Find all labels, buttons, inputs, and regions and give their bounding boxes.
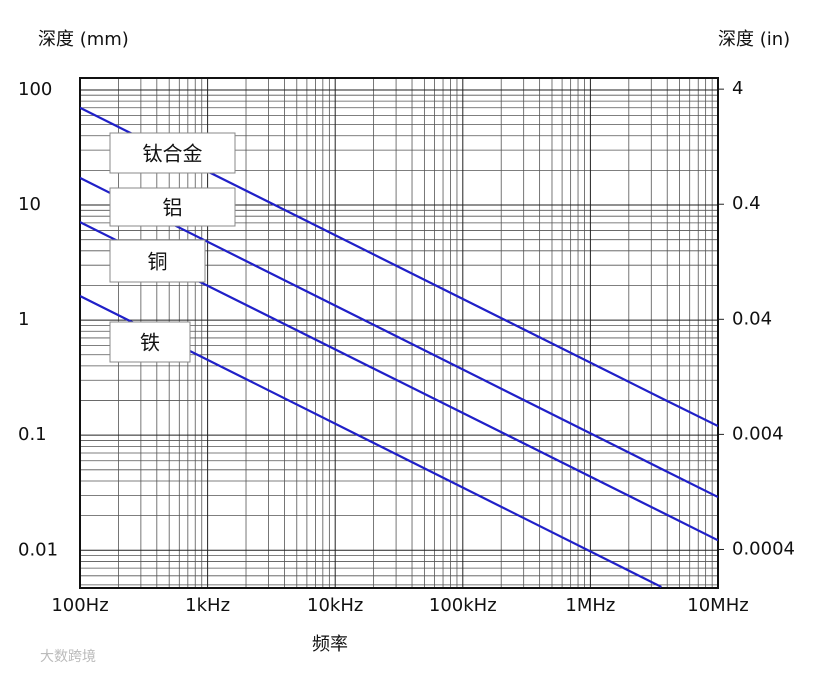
x-tick-label: 1MHz	[565, 595, 615, 616]
series-line	[80, 221, 718, 542]
series-label: 铜	[148, 250, 168, 274]
y-tick-label: 1	[18, 309, 29, 330]
x-tick-label: 1kHz	[185, 595, 230, 616]
series-label-box	[109, 132, 236, 174]
x-tick-label: 10kHz	[307, 595, 363, 616]
y2-tick-label: 0.4	[732, 193, 761, 214]
series-label-box	[109, 321, 191, 363]
y-tick-label: 100	[18, 79, 52, 100]
x-tick-label: 100kHz	[429, 595, 497, 616]
series-line	[80, 176, 718, 499]
series-label: 钛合金	[143, 142, 203, 166]
y2-tick-label: 0.04	[732, 308, 772, 329]
plot-frame	[79, 77, 719, 589]
series-line	[80, 106, 718, 428]
y2-tick-label: 4	[732, 78, 743, 99]
x-tick-label: 100Hz	[51, 595, 108, 616]
x-tick-label: 10MHz	[687, 595, 748, 616]
y2-axis-label: 深度 (in)	[718, 29, 790, 50]
y-axis-label: 深度 (mm)	[38, 29, 129, 50]
series-label-box	[109, 239, 206, 283]
y-tick-label: 0.1	[18, 424, 47, 445]
watermark: 大数跨境	[40, 649, 96, 665]
series-label: 铝	[163, 196, 183, 220]
series-label: 铁	[140, 331, 160, 355]
y-tick-label: 10	[18, 194, 41, 215]
y2-tick-label: 0.0004	[732, 538, 795, 559]
x-axis-label: 频率	[312, 634, 348, 655]
y2-tick-label: 0.004	[732, 423, 784, 444]
y-tick-label: 0.01	[18, 539, 58, 560]
series-label-box	[109, 187, 236, 227]
